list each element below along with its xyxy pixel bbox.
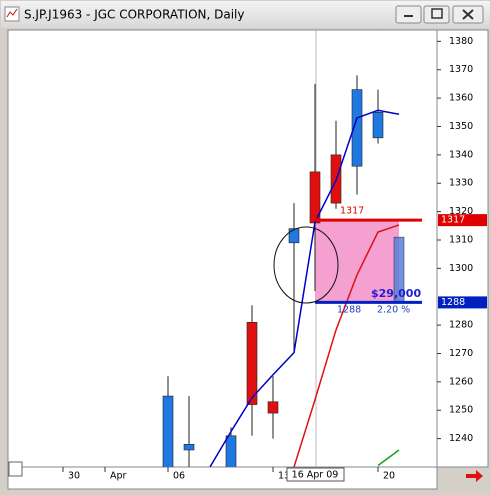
y-tick-label: 1280 xyxy=(449,320,473,331)
y-tick-label: 1250 xyxy=(449,405,473,416)
candle-body xyxy=(162,395,174,467)
close-glyph xyxy=(462,9,474,20)
level-tag xyxy=(438,214,487,227)
x-tick-label: Apr xyxy=(110,471,127,482)
y-tick-label: 1340 xyxy=(449,149,473,160)
level-tag xyxy=(438,296,487,309)
candle-body xyxy=(267,401,279,414)
indicator-line xyxy=(209,109,400,467)
y-tick-label: 1330 xyxy=(449,178,473,189)
y-tick-label: 1300 xyxy=(449,263,473,274)
minimize-button[interactable] xyxy=(395,5,422,24)
y-tick-label: 1360 xyxy=(449,93,473,104)
minimize-glyph xyxy=(404,15,413,17)
plot-layer xyxy=(162,75,422,467)
profit-label: $29,000 xyxy=(371,287,421,300)
candle-body xyxy=(372,111,384,139)
y-tick-label: 1370 xyxy=(449,64,473,75)
y-tick-label: 1240 xyxy=(449,433,473,444)
candle-body xyxy=(246,321,258,405)
candle-body xyxy=(288,228,300,244)
y-tick-label: 1260 xyxy=(449,376,473,387)
maximize-glyph xyxy=(431,8,443,19)
level-tag-label: 1317 xyxy=(441,215,465,226)
x-tick-label: 13 xyxy=(278,471,290,482)
indicator-line xyxy=(377,449,400,467)
candle-body xyxy=(183,443,195,451)
trade-zone xyxy=(315,220,399,303)
x-cursor-label-box xyxy=(286,467,345,482)
level-label: 1317 xyxy=(340,206,364,217)
x-tick-label: 20 xyxy=(383,471,395,482)
y-tick-label: 1350 xyxy=(449,121,473,132)
candle-body xyxy=(351,89,363,167)
x-tick-label: 06 xyxy=(173,471,185,482)
y-tick-label: 1270 xyxy=(449,348,473,359)
x-tick-label: 30 xyxy=(68,471,80,482)
percent-label: 2.20 % xyxy=(377,305,410,316)
scroll-arrow[interactable] xyxy=(466,470,483,482)
x-tick-label: 16 Apr 09 xyxy=(292,470,339,481)
entry-label: 1288 xyxy=(337,305,361,316)
candle-body xyxy=(225,435,237,467)
window-icon-glyph xyxy=(6,8,18,18)
y-tick-label: 1310 xyxy=(449,234,473,245)
scroll-box[interactable] xyxy=(8,461,23,477)
y-tick-label: 1320 xyxy=(449,206,473,217)
circle-annotation xyxy=(273,226,339,304)
price-axis xyxy=(436,29,489,468)
y-tick-label: 1380 xyxy=(449,36,473,47)
window-title: S.JP.J1963 - JGC CORPORATION, Daily xyxy=(24,8,244,22)
level-tag-label: 1288 xyxy=(441,297,465,308)
